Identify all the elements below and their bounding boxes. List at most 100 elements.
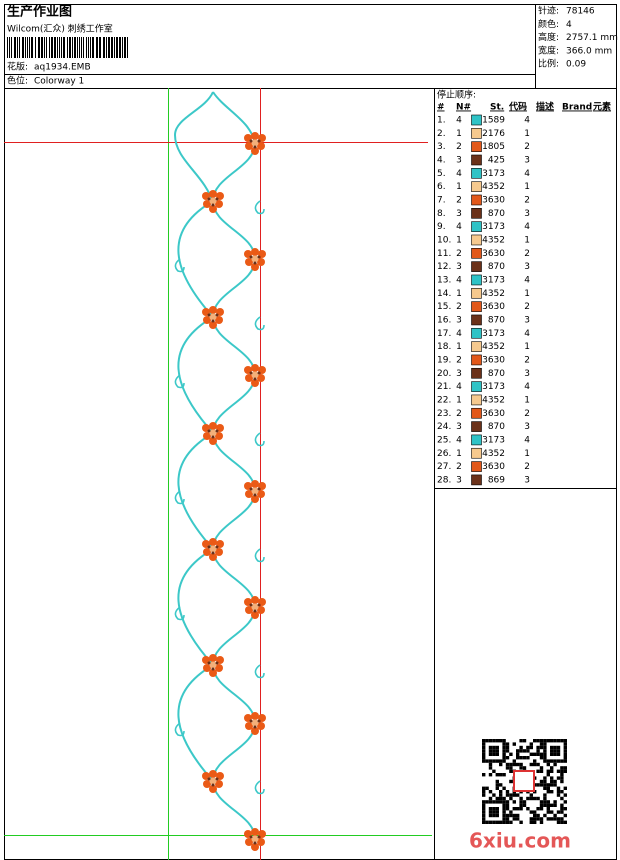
qr-module [488,810,493,814]
row-index: 14. [437,289,451,299]
qr-module [536,796,540,801]
qr-module [553,813,557,818]
qr-module [488,820,493,824]
qr-module [546,817,550,821]
qr-module [560,817,564,821]
bar-stripe [88,37,89,58]
qr-module [492,793,496,797]
row-index: 6. [437,182,446,192]
needle: 2 [456,409,462,419]
qr-module [522,800,527,804]
qr-module [546,783,550,787]
column-header: St. [490,103,504,113]
qr-module [505,742,510,746]
qr-module [509,779,513,784]
qr-module [519,745,523,750]
qr-module [536,745,540,750]
row-index: 13. [437,275,451,285]
info-label: 宽度: [538,44,559,56]
element: 2 [524,355,530,365]
needle: 4 [456,329,462,339]
stitch-code: 3630 [482,249,505,259]
qr-module [499,759,503,763]
qr-module [553,749,557,753]
qr-module [529,742,533,746]
row-index: 2. [437,129,446,139]
bar-stripe [67,37,68,58]
bar-stripe [116,37,118,58]
qr-module [529,817,533,821]
qr-module [539,783,544,787]
stitch-code: 3630 [482,462,505,472]
qr-module [529,752,533,756]
qr-module [536,762,540,767]
color-swatch [471,474,482,486]
petal [215,200,223,208]
seed [207,661,211,665]
qr-module [488,800,493,804]
qr-module [502,773,506,777]
bar-stripe [106,37,107,58]
seed [253,841,257,845]
qr-module [536,752,540,756]
qr-module [522,766,527,770]
qr-module [550,810,554,814]
qr-module [560,776,564,780]
qr-module [482,813,486,818]
qr-module [488,739,493,743]
qr-module [533,759,537,763]
bar-stripe [19,37,20,58]
qr-module [502,796,506,801]
qr-module [502,749,506,753]
needle: 4 [456,222,462,232]
curl [174,258,185,273]
qr-module [550,766,554,770]
petal [257,142,265,150]
row-index: 1. [437,116,446,126]
element: 3 [524,475,530,485]
color-swatch [471,234,482,246]
qr-module [539,739,544,743]
qr-module [560,773,564,777]
stitch-code: 869 [488,475,505,485]
element: 4 [524,169,530,179]
needle: 3 [456,315,462,325]
qr-module [482,745,486,750]
petal [203,664,211,672]
row-index: 20. [437,369,451,379]
qr-module [536,813,540,818]
qr-module [529,793,533,797]
qr-module [499,762,503,767]
flower-center [251,603,259,611]
qr-module [519,749,523,753]
qr-module [482,773,486,777]
qr-module [516,749,520,753]
qr-module [526,807,530,811]
qr-module [563,739,567,743]
stitch-code: 3630 [482,195,505,205]
qr-module [553,779,557,784]
qr-module [495,779,499,784]
qr-module [499,800,503,804]
seed [257,371,261,375]
qr-module [556,786,561,790]
bar-stripe [22,37,24,58]
qr-module [556,759,561,763]
qr-module [563,807,567,811]
qr-module [546,786,550,790]
bar-stripe [49,37,50,58]
qr-module [516,756,520,760]
qr-module [526,749,530,753]
color-swatch [471,128,482,139]
qr-module [512,807,516,811]
qr-module [543,756,547,760]
petal [209,306,217,314]
qr-module [519,796,523,801]
qr-module [509,810,513,814]
qr-module [553,739,557,743]
qr-module [563,793,567,797]
qr-module [492,807,496,811]
bar-stripe [99,37,101,58]
needle: 3 [456,262,462,272]
info-label: 高度: [538,31,559,43]
